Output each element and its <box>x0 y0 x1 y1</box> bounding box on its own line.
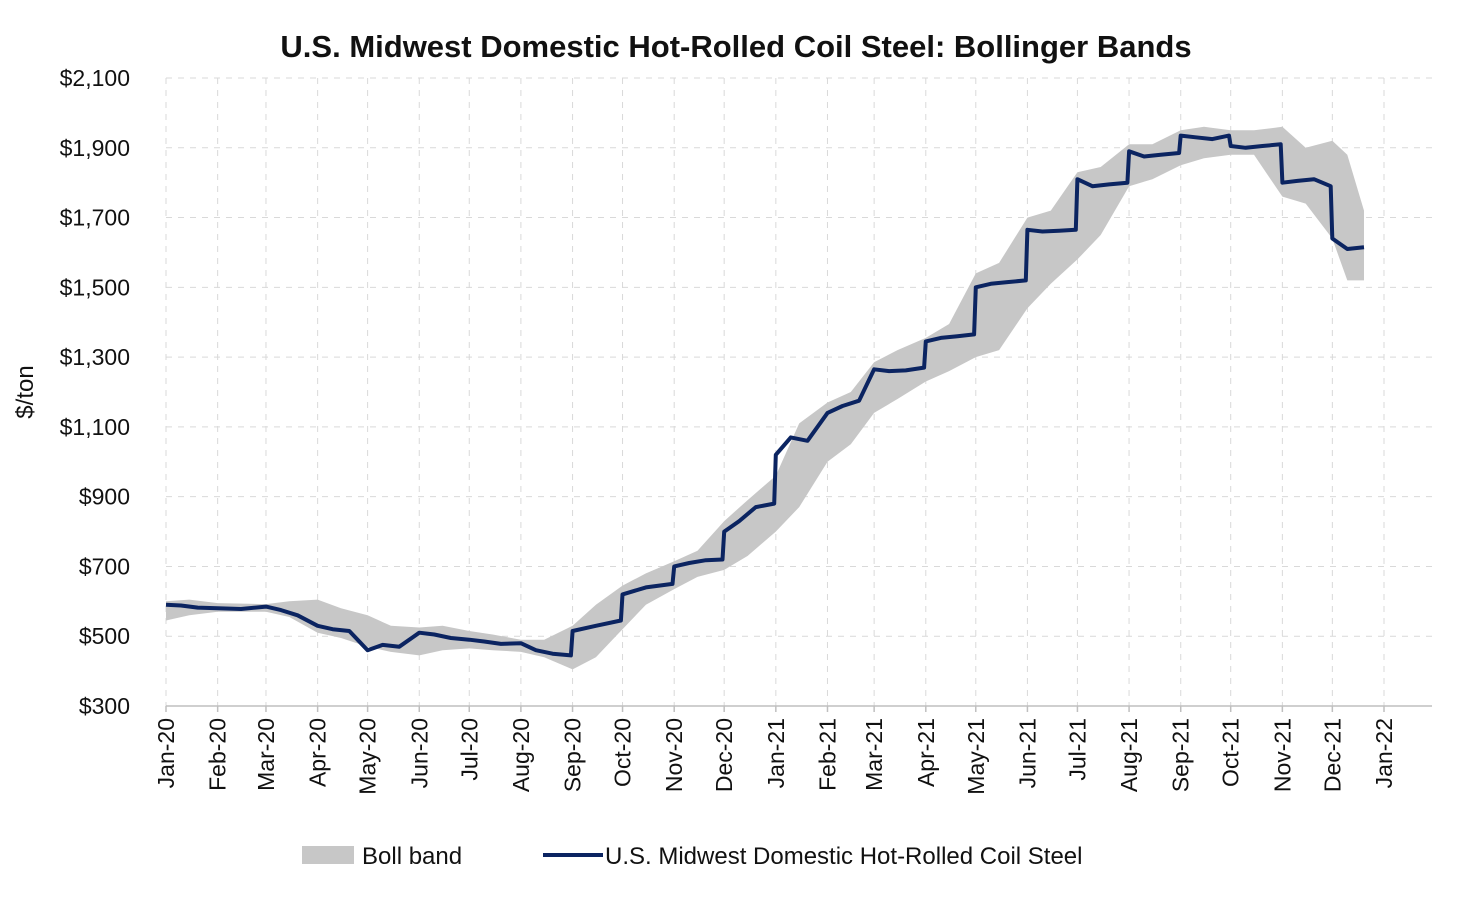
chart-title: U.S. Midwest Domestic Hot-Rolled Coil St… <box>280 29 1191 64</box>
x-tick-labels: Jan-20 Feb-20 Mar-20 Apr-20 May-20 Jun-20 Jul-… <box>153 718 1397 795</box>
x-tick-label: Apr-20 <box>305 718 331 787</box>
y-tick-label: $700 <box>79 553 130 579</box>
x-tick-label: Sep-21 <box>1168 718 1194 792</box>
legend-label-line: U.S. Midwest Domestic Hot-Rolled Coil St… <box>605 843 1082 870</box>
legend: Boll band U.S. Midwest Domestic Hot-Roll… <box>302 843 1082 870</box>
y-tick-label: $300 <box>79 693 130 719</box>
x-tick-label: May-21 <box>963 718 989 795</box>
y-tick-label: $1,700 <box>60 205 130 231</box>
x-tick-label: Sep-20 <box>560 718 586 792</box>
x-tick-label: Feb-21 <box>814 718 840 791</box>
grid-layer <box>165 77 1432 712</box>
x-tick-label: Oct-20 <box>610 718 636 787</box>
x-tick-label: Jan-22 <box>1371 718 1397 788</box>
x-tick-label: Jan-21 <box>763 718 789 788</box>
legend-swatch-band <box>302 846 354 864</box>
x-tick-label: Feb-20 <box>205 718 231 791</box>
x-tick-label: May-20 <box>355 718 381 795</box>
y-tick-label: $1,100 <box>60 414 130 440</box>
legend-label-band: Boll band <box>362 843 462 870</box>
bollinger-band <box>166 126 1364 670</box>
x-tick-label: Nov-20 <box>661 718 687 792</box>
x-tick-label: Jul-20 <box>456 718 482 781</box>
x-tick-label: Jun-21 <box>1014 718 1040 788</box>
x-tick-label: Dec-20 <box>711 718 737 792</box>
y-tick-label: $500 <box>79 623 130 649</box>
y-tick-label: $1,900 <box>60 135 130 161</box>
x-tick-label: Aug-20 <box>508 718 534 792</box>
y-tick-label: $1,300 <box>60 344 130 370</box>
y-tick-label: $900 <box>79 484 130 510</box>
x-tick-label: Dec-21 <box>1319 718 1345 792</box>
series-line <box>165 133 1365 658</box>
x-tick-label: Apr-21 <box>913 718 939 787</box>
x-tick-label: Mar-21 <box>861 718 887 791</box>
x-tick-label: Mar-20 <box>253 718 279 791</box>
y-axis-label: $/ton <box>12 365 39 418</box>
y-tick-labels: $300 $500 $700 $900 $1,100 $1,300 $1,500 $1,700… <box>60 65 130 719</box>
x-tick-label: Nov-21 <box>1269 718 1295 792</box>
y-tick-label: $2,100 <box>60 65 130 91</box>
x-tick-label: Oct-21 <box>1218 718 1244 787</box>
y-tick-label: $1,500 <box>60 274 130 300</box>
x-tick-label: Jan-20 <box>153 718 179 788</box>
x-tick-label: Aug-21 <box>1116 718 1142 792</box>
x-tick-label: Jun-20 <box>406 718 432 788</box>
x-tick-label: Jul-21 <box>1064 718 1090 781</box>
